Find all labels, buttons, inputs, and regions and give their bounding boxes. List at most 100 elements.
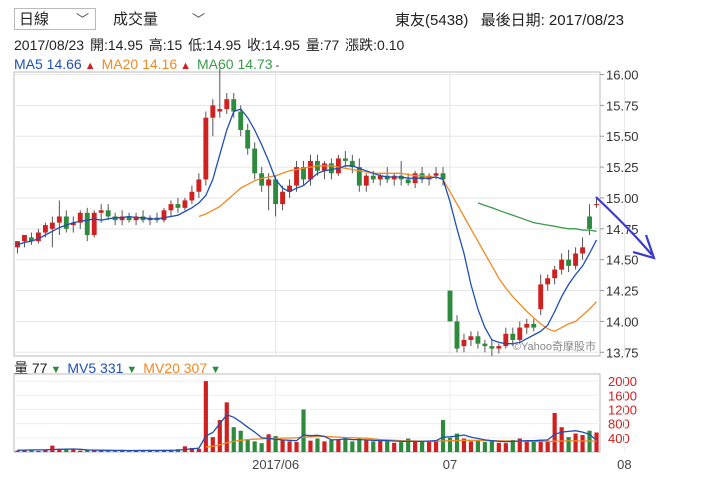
volume-bar (343, 437, 348, 452)
candle-body (342, 158, 348, 161)
indicator-select[interactable]: 成交量 ﹀ (108, 8, 212, 30)
vol-legend-arrow-2: ▼ (210, 364, 222, 376)
candle-body (447, 290, 453, 322)
price-tick-label: 14.50 (606, 253, 639, 268)
ma-legend-arrow-1: ▲ (180, 60, 191, 72)
annotation-arrow-head (632, 234, 656, 260)
candle-body (91, 212, 97, 235)
volume-bar (378, 440, 383, 452)
candle-body (231, 99, 237, 112)
stock-header: 東友(5438) 最後日期: 2017/08/23 (387, 9, 624, 30)
candle-body (587, 216, 592, 229)
volume-bar (231, 427, 236, 452)
vol-legend-arrow-1: ▼ (126, 364, 138, 376)
volume-bar (399, 442, 404, 452)
indicator-select-value: 成交量 (113, 11, 159, 28)
candle-body (475, 336, 481, 344)
volume-panel-frame (13, 373, 601, 453)
volume-bar (57, 449, 62, 452)
volume-bar (357, 438, 362, 452)
vol-legend-label-1: MV5 331 (67, 360, 124, 376)
candle-body (49, 222, 55, 229)
volume-bar (245, 439, 250, 452)
candle-body (308, 160, 313, 180)
volume-bar (210, 437, 215, 452)
volume-bar (168, 450, 174, 452)
volume-bar (217, 420, 222, 452)
volume-bar (406, 438, 411, 452)
volume-bar (552, 413, 557, 452)
volume-bar (524, 440, 529, 452)
ma60-line (477, 202, 597, 232)
volume-bar (64, 448, 69, 452)
volume-bar (364, 440, 369, 452)
volume-bar (566, 437, 571, 452)
ma-legend-label-2: MA60 14.73 (197, 56, 273, 72)
ma-legend-label-0: MA5 14.66 (14, 56, 82, 72)
price-tick-label: 14.00 (606, 314, 639, 329)
volume-bar (468, 441, 474, 452)
candle-body (294, 167, 299, 186)
price-panel-frame (13, 71, 601, 357)
volume-bar (238, 430, 243, 452)
volume-bar (99, 450, 104, 452)
volume-bar (259, 443, 264, 452)
candle-body (224, 99, 230, 110)
annotation-arrow-line (595, 196, 653, 256)
vol-legend-label-0: 量 77 (14, 360, 48, 376)
volume-bar (287, 441, 292, 452)
volume-bar (510, 439, 515, 452)
candle-body (175, 204, 181, 208)
volume-tick-label: 400 (608, 431, 630, 446)
candle-body (573, 253, 579, 266)
candle-body (356, 167, 362, 186)
candle-body (461, 339, 467, 347)
candle-body (182, 200, 188, 208)
volume-bar (78, 450, 83, 452)
date-tick-label: 08 (617, 457, 631, 472)
volume-bar (517, 438, 522, 452)
candle-body (98, 210, 104, 213)
candle-body (266, 179, 272, 186)
candle-body (433, 173, 439, 176)
candle-body (259, 173, 265, 186)
volume-bar (573, 433, 578, 452)
volume-bar (29, 450, 34, 452)
volume-bar (371, 441, 376, 452)
candle-body (377, 175, 383, 180)
volume-bar (280, 439, 285, 452)
volume-bar (224, 402, 229, 452)
vol-legend-arrow-0: ▼ (50, 364, 62, 376)
volume-bar (127, 450, 132, 452)
candle-body (245, 130, 251, 149)
watermark: ©Yahoo奇摩股市 (513, 339, 596, 353)
last-date: 最後日期: 2017/08/23 (480, 12, 624, 29)
candle-body (189, 191, 195, 201)
candle-body (531, 323, 537, 328)
candle-body (35, 232, 41, 242)
toolbar: 日線 ﹀ 成交量 ﹀ 東友(5438) 最後日期: 2017/08/23 (0, 0, 720, 34)
volume-bar (140, 450, 146, 452)
candle-body (28, 237, 34, 242)
candle-body (524, 323, 530, 328)
date-tick-label: 2017/06 (252, 457, 299, 472)
volume-bar (461, 438, 467, 452)
volume-bar (454, 433, 460, 452)
info-close: 收:14.95 (246, 37, 300, 53)
volume-bar (36, 450, 41, 452)
volume-bar (426, 441, 432, 452)
volume-bar (531, 441, 536, 452)
candle-body (280, 191, 286, 205)
candle-body (440, 173, 446, 180)
period-select[interactable]: 日線 ﹀ (14, 8, 96, 30)
stock-name: 東友(5438) (395, 12, 469, 29)
volume-bar (336, 439, 341, 452)
volume-bar (433, 439, 439, 452)
ma-legend-arrow-2: - (275, 60, 280, 72)
candle-body (335, 158, 341, 174)
ohlc-info-line: 2017/08/23 開:14.95 高:15 低:14.95 收:14.95 … (14, 35, 406, 55)
info-date: 2017/08/23 (14, 37, 85, 53)
volume-bar (147, 450, 153, 452)
volume-bar (322, 441, 327, 452)
